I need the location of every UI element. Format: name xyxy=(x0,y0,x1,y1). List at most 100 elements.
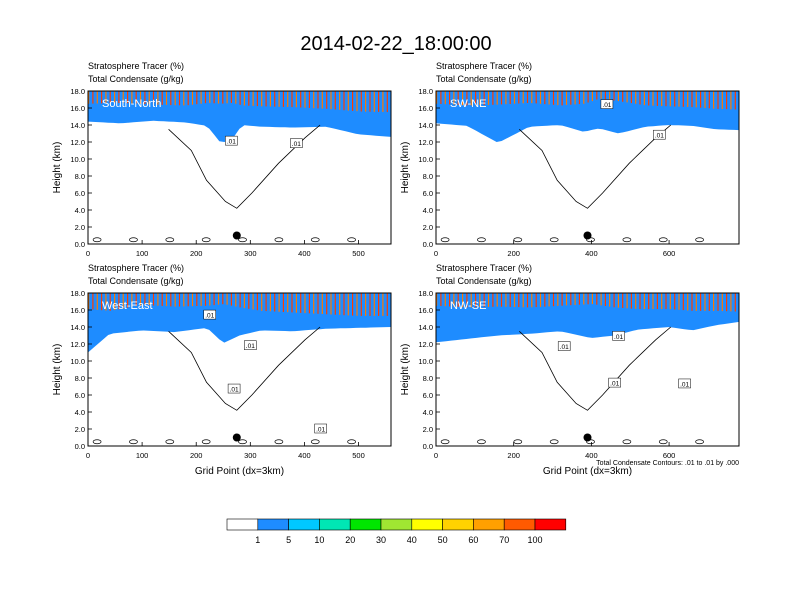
tracer-streak xyxy=(183,91,185,106)
y-tick-label: 12.0 xyxy=(70,340,85,349)
colorbar-label: 30 xyxy=(376,535,386,545)
tracer-field xyxy=(88,293,391,353)
tracer-band-1 xyxy=(436,293,739,343)
y-tick-label: 2.0 xyxy=(423,223,433,232)
y-axis-label: Height (km) xyxy=(400,142,411,194)
tracer-streak xyxy=(174,293,176,307)
y-tick-label: 10.0 xyxy=(418,357,433,366)
tracer-streak xyxy=(243,293,245,309)
tracer-streak xyxy=(596,293,598,305)
tracer-streak xyxy=(230,91,232,103)
tracer-band-1 xyxy=(88,293,391,353)
tracer-streak xyxy=(135,91,137,104)
tracer-streak xyxy=(613,293,615,308)
contour-label-box xyxy=(290,138,303,148)
contour-label: .01 xyxy=(316,427,325,434)
tracer-streak xyxy=(204,293,207,306)
tracer-streak xyxy=(235,91,237,104)
tracer-streak xyxy=(600,293,602,306)
x-tick-label: 200 xyxy=(190,451,203,460)
tracer-streak xyxy=(717,293,719,311)
colorbar-label: 1 xyxy=(255,535,260,545)
tracer-streak xyxy=(436,293,438,306)
x-tick-label: 400 xyxy=(298,249,311,258)
tracer-streak xyxy=(174,91,176,106)
tracer-streak xyxy=(230,293,232,306)
y-tick-label: 4.0 xyxy=(75,206,85,215)
tracer-streak xyxy=(96,293,98,310)
tracer-streak xyxy=(544,91,546,105)
x-tick-label: 300 xyxy=(244,451,257,460)
tracer-streak xyxy=(165,91,168,105)
tracer-streak xyxy=(308,293,310,314)
tracer-streak xyxy=(466,91,468,106)
tracer-streak xyxy=(131,91,133,104)
tracer-streak xyxy=(453,91,455,105)
tracer-streak xyxy=(313,293,315,314)
tracer-streak xyxy=(444,91,446,105)
contour-label: .01 xyxy=(655,133,664,140)
tracer-streak xyxy=(665,293,667,310)
tracer-streak xyxy=(330,293,332,315)
surface-contour xyxy=(622,439,632,445)
y-axis-label: Height (km) xyxy=(400,344,411,396)
colorbar-label: 40 xyxy=(407,535,417,545)
tracer-streak xyxy=(360,293,362,316)
contour-footnote: Total Condensate Contours: .01 to .01 by… xyxy=(596,460,739,467)
tracer-streak xyxy=(157,91,159,105)
y-tick-label: 6.0 xyxy=(75,189,85,198)
tracer-streak xyxy=(583,293,585,305)
tracer-streak xyxy=(609,91,611,100)
tracer-streak xyxy=(347,91,349,111)
surface-contour xyxy=(310,237,320,243)
surface-contour xyxy=(513,439,523,445)
y-tick-label: 12.0 xyxy=(418,340,433,349)
y-tick-label: 0.0 xyxy=(423,240,433,249)
tracer-streak xyxy=(269,293,271,312)
tracer-streak xyxy=(217,293,220,305)
tracer-streak xyxy=(462,91,464,106)
x-tick-label: 200 xyxy=(190,249,203,258)
y-tick-label: 0.0 xyxy=(75,442,85,451)
tracer-streak xyxy=(213,91,215,104)
tracer-field xyxy=(436,91,739,142)
y-tick-label: 2.0 xyxy=(75,425,85,434)
tracer-streak xyxy=(561,91,563,106)
y-tick-label: 0.0 xyxy=(75,240,85,249)
tracer-streak xyxy=(152,293,155,306)
tracer-streak xyxy=(347,293,349,316)
tracer-streak xyxy=(161,293,163,306)
contour-label-box xyxy=(244,340,257,350)
tracer-streak xyxy=(475,91,477,106)
tracer-streak xyxy=(378,91,380,112)
tracer-streak xyxy=(574,91,576,105)
tracer-streak xyxy=(239,293,241,308)
panel-3: .01 .01 .01 .01 West-East Stratosphere Tracer… xyxy=(52,263,392,477)
y-tick-label: 12.0 xyxy=(418,138,433,147)
contour-label: .01 xyxy=(610,381,619,388)
tracer-streak xyxy=(713,91,715,109)
x-tick-label: 400 xyxy=(298,451,311,460)
surface-contour xyxy=(513,237,523,243)
contour-label-box xyxy=(225,135,238,146)
panel-title-line1: Stratosphere Tracer (%) xyxy=(436,61,532,71)
tracer-streak xyxy=(570,293,572,306)
tracer-streak xyxy=(708,293,710,311)
tracer-streak xyxy=(127,293,129,308)
tracer-streak xyxy=(209,293,211,306)
y-tick-label: 18.0 xyxy=(418,289,433,298)
tracer-streak xyxy=(278,293,280,312)
tracer-streak xyxy=(704,91,706,108)
tracer-streak xyxy=(109,293,111,311)
x-tick-label: 0 xyxy=(434,249,438,258)
tracer-streak xyxy=(343,91,345,111)
figure-title: 2014-02-22_18:00:00 xyxy=(300,33,491,55)
tracer-streak xyxy=(604,91,606,100)
tracer-streak xyxy=(700,91,702,108)
y-tick-label: 12.0 xyxy=(70,138,85,147)
contour-label: .01 xyxy=(614,334,623,341)
tracer-streak xyxy=(487,91,490,105)
panel-2: .01 .01 SW-NE Stratosphere Tracer (%) Total … xyxy=(400,61,740,258)
surface-contour xyxy=(347,439,356,445)
tracer-streak xyxy=(248,91,250,106)
